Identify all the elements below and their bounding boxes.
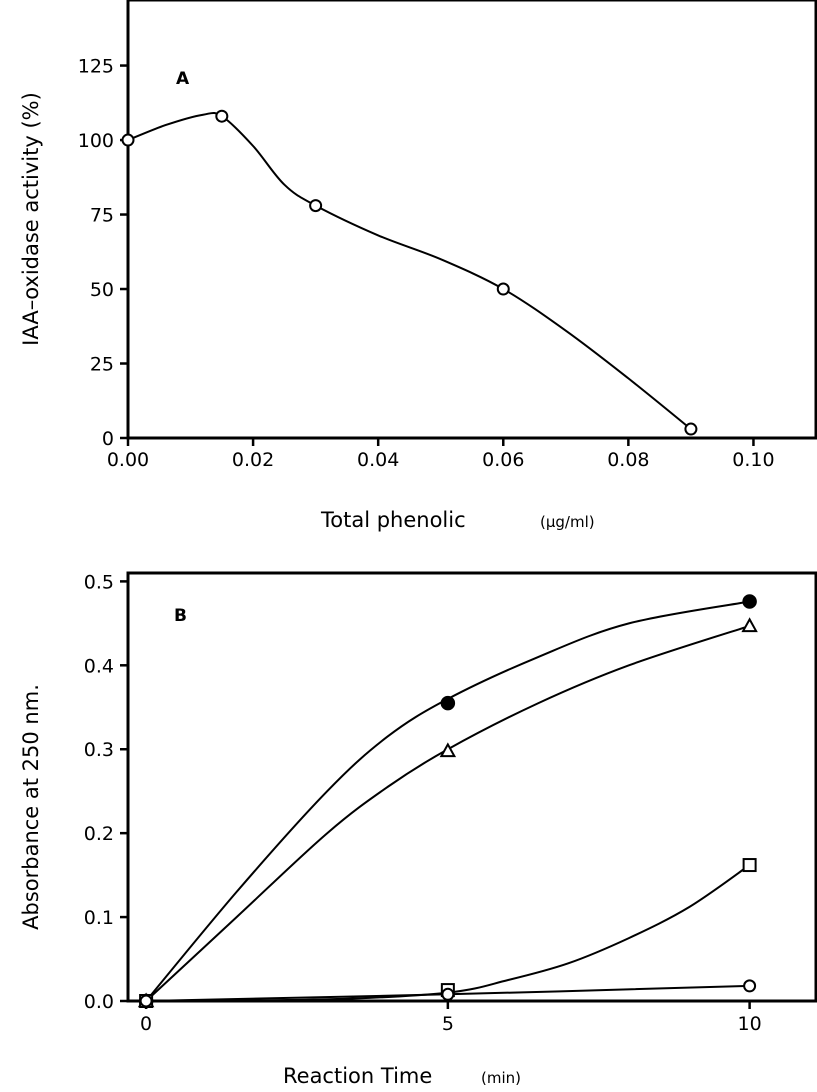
panel-b-y-tick-label: 0.3 — [84, 739, 114, 761]
panel-a-y-tick-label: 25 — [90, 354, 114, 376]
panel-a-y-ticks: 0 25 50 75 100 125 — [78, 56, 128, 450]
panel-a: A IAA–oxidase activity (%) Total phenoli… — [19, 0, 817, 532]
panel-b-y-tick-label: 0.2 — [84, 823, 114, 845]
panel-b-y-axis-title: Absorbance at 250 nm. — [19, 684, 43, 930]
panel-b-series-filled-circle-line — [145, 600, 750, 1002]
panel-b-series — [137, 594, 758, 1009]
panel-b-series-open-square-line — [146, 864, 751, 1002]
panel-a-x-tick-label: 0.04 — [357, 449, 399, 471]
panel-a-y-tick-label: 0 — [102, 428, 114, 450]
panel-a-plot-frame — [126, 0, 817, 440]
panel-b-y-tick-label: 0.1 — [84, 907, 114, 929]
panel-b-point-open-square — [742, 858, 757, 873]
panel-a-x-tick-label: 0.00 — [107, 449, 149, 471]
panel-a-label: A — [176, 69, 190, 89]
panel-b: B Absorbance at 250 nm. Reaction Time (m… — [19, 571, 817, 1088]
panel-a-point-open-circle — [309, 199, 323, 213]
panel-b-y-ticks: 0.0 0.1 0.2 0.3 0.4 0.5 — [84, 571, 128, 1013]
panel-b-series-open-triangle-line — [145, 624, 750, 1002]
panel-b-x-axis-title: Reaction Time — [283, 1064, 432, 1088]
panel-b-y-tick-label: 0.5 — [84, 571, 114, 593]
panel-a-y-tick-label: 125 — [78, 56, 114, 78]
panel-a-y-tick-label: 50 — [90, 279, 114, 301]
panel-a-series — [121, 109, 698, 436]
panel-b-point-open-circle — [139, 994, 153, 1008]
panel-a-y-tick-label: 75 — [90, 205, 114, 227]
panel-a-y-tick-label: 100 — [78, 130, 114, 152]
panel-b-point-open-circle — [743, 979, 757, 993]
panel-a-series-open-circle-line — [127, 111, 692, 430]
panel-b-point-open-triangle — [439, 742, 457, 758]
panel-a-point-open-circle — [215, 109, 229, 123]
panel-b-point-filled-circle — [742, 594, 757, 609]
panel-a-point-open-circle — [496, 282, 510, 296]
panel-b-plot-frame — [126, 571, 817, 1003]
panel-b-x-axis-unit: (min) — [481, 1069, 521, 1087]
panel-a-y-axis-title: IAA–oxidase activity (%) — [19, 92, 43, 346]
panel-a-x-tick-label: 0.06 — [482, 449, 524, 471]
panel-b-x-tick-label: 10 — [738, 1013, 762, 1035]
panel-b-x-ticks: 0 5 10 — [140, 1001, 762, 1035]
panel-a-x-tick-label: 0.10 — [732, 449, 774, 471]
panel-b-y-tick-label: 0.4 — [84, 655, 114, 677]
panel-a-x-axis-title: Total phenolic — [320, 508, 466, 532]
panel-b-point-open-circle — [441, 987, 455, 1001]
panel-b-point-open-triangle — [741, 617, 758, 633]
panel-b-y-tick-label: 0.0 — [84, 991, 114, 1013]
panel-b-x-tick-label: 0 — [140, 1013, 152, 1035]
panel-a-x-axis-unit: (µg/ml) — [540, 513, 595, 531]
panel-b-point-filled-circle — [440, 695, 456, 711]
panel-a-point-open-circle — [121, 133, 135, 147]
panel-a-point-open-circle — [684, 422, 698, 436]
panel-a-x-ticks: 0.00 0.02 0.04 0.06 0.08 0.10 — [107, 438, 775, 471]
panel-b-x-tick-label: 5 — [442, 1013, 454, 1035]
panel-b-label: B — [174, 606, 187, 626]
panel-a-x-tick-label: 0.08 — [607, 449, 649, 471]
panel-a-x-tick-label: 0.02 — [232, 449, 274, 471]
